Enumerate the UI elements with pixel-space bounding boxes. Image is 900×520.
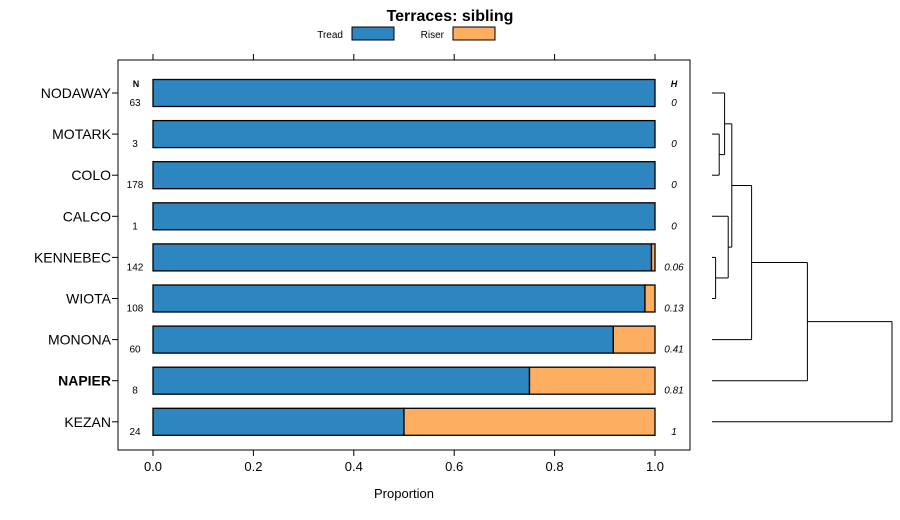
category-label: WIOTA bbox=[66, 291, 112, 307]
bar-segment-riser bbox=[644, 284, 656, 313]
bar-segment-tread bbox=[152, 202, 656, 231]
category-label: CALCO bbox=[63, 208, 111, 224]
bar-segment-tread bbox=[152, 325, 614, 354]
h-value: 0 bbox=[671, 139, 677, 150]
n-value: 178 bbox=[127, 180, 144, 191]
x-tick-label: 1.0 bbox=[646, 459, 664, 474]
n-header: N bbox=[133, 79, 140, 89]
h-value: 0.13 bbox=[664, 304, 684, 315]
h-value: 1 bbox=[671, 427, 677, 438]
bar-segment-tread bbox=[152, 78, 656, 108]
bar-segment-tread bbox=[152, 366, 531, 395]
n-value: 108 bbox=[127, 304, 144, 315]
category-label: MONONA bbox=[48, 332, 112, 348]
x-axis-label: Proportion bbox=[374, 486, 434, 501]
x-tick-label: 0.4 bbox=[345, 459, 363, 474]
bar-segment-riser bbox=[612, 325, 656, 354]
bar-segment-tread bbox=[152, 407, 405, 436]
chart-title: Terraces: sibling bbox=[387, 8, 514, 25]
bar-segment-tread bbox=[152, 243, 653, 272]
x-tick-label: 0.8 bbox=[546, 459, 564, 474]
bar-segment-tread bbox=[152, 284, 646, 313]
bar-segment-riser bbox=[403, 407, 656, 436]
h-value: 0.81 bbox=[664, 386, 683, 397]
h-value: 0 bbox=[671, 98, 677, 109]
h-value: 0 bbox=[671, 221, 677, 232]
category-label: COLO bbox=[71, 167, 111, 183]
category-label: NAPIER bbox=[58, 373, 111, 389]
category-label: MOTARK bbox=[52, 126, 112, 142]
legend-label-riser: Riser bbox=[421, 30, 445, 41]
n-value: 60 bbox=[129, 345, 141, 356]
legend-label-tread: Tread bbox=[317, 30, 343, 41]
category-label: KENNEBEC bbox=[34, 249, 111, 265]
x-tick-label: 0.0 bbox=[144, 459, 162, 474]
category-label: NODAWAY bbox=[41, 85, 112, 101]
plot-frame bbox=[117, 59, 691, 451]
n-value: 24 bbox=[129, 427, 141, 438]
legend-swatch-tread bbox=[351, 26, 395, 41]
bar-segment-tread bbox=[152, 119, 656, 149]
legend-swatch-riser bbox=[452, 26, 496, 41]
bar-segment-riser bbox=[528, 366, 656, 395]
n-value: 8 bbox=[132, 386, 138, 397]
n-value: 142 bbox=[127, 262, 144, 273]
bar-segment-riser bbox=[650, 243, 656, 272]
x-tick-label: 0.6 bbox=[445, 459, 463, 474]
n-value: 3 bbox=[132, 139, 138, 150]
category-label: KEZAN bbox=[64, 414, 111, 430]
h-value: 0.06 bbox=[664, 262, 684, 273]
x-tick-label: 0.2 bbox=[244, 459, 262, 474]
h-header: H bbox=[671, 79, 678, 89]
h-value: 0 bbox=[671, 180, 677, 191]
n-value: 63 bbox=[129, 98, 141, 109]
h-value: 0.41 bbox=[664, 345, 683, 356]
bar-segment-tread bbox=[152, 161, 656, 190]
n-value: 1 bbox=[132, 221, 138, 232]
